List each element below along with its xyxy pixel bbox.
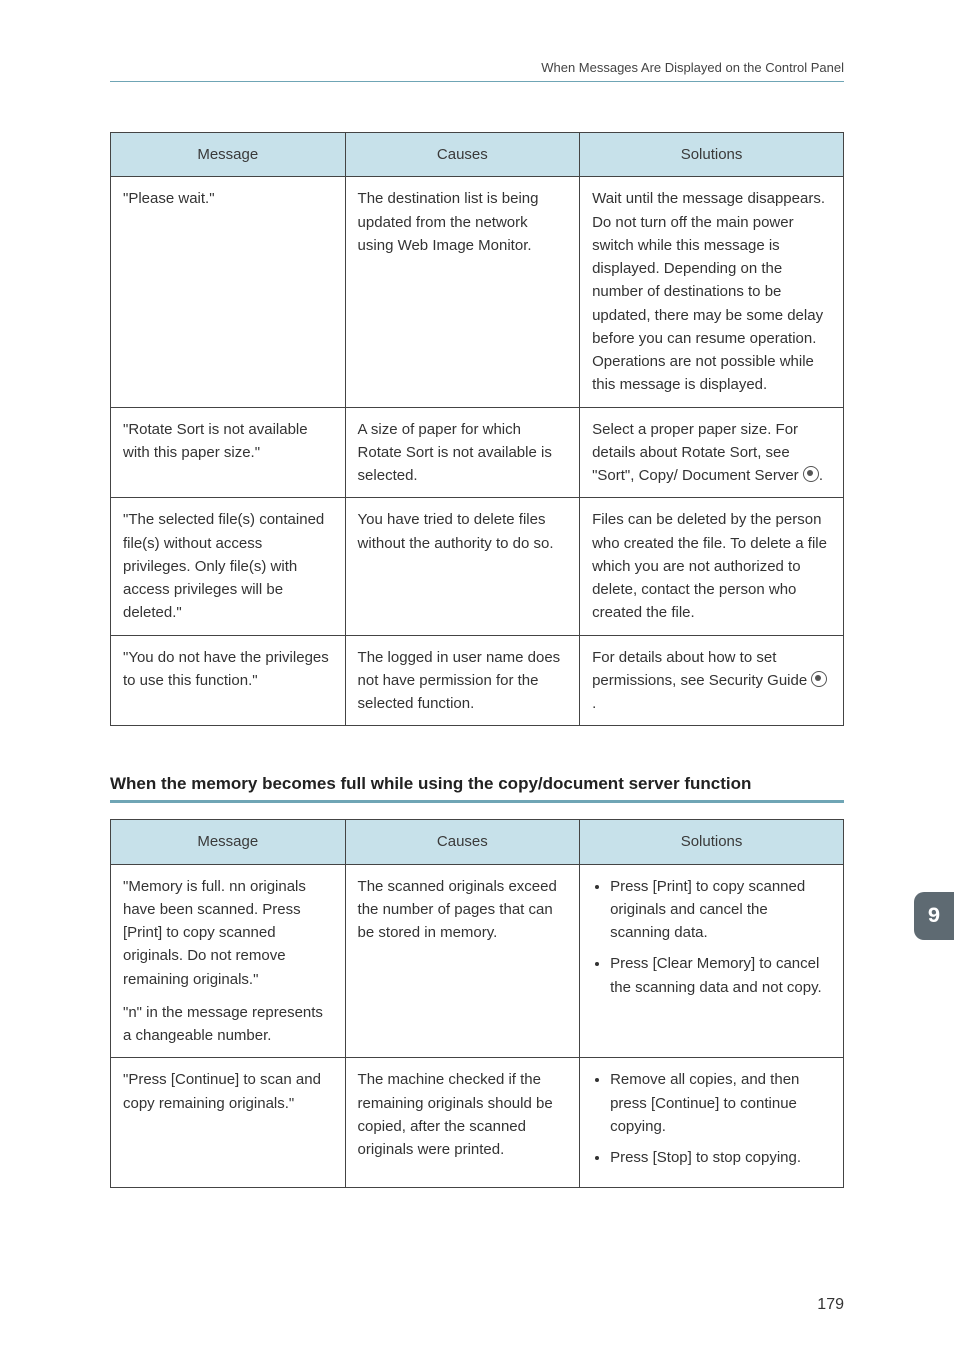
t1-r3-solutions: For details about how to set permissions… xyxy=(580,635,844,726)
list-item: Press [Clear Memory] to cancel the scann… xyxy=(610,952,831,999)
t1-r0-causes: The destination list is being updated fr… xyxy=(345,177,580,407)
t1-r3-message: "You do not have the privileges to use t… xyxy=(111,635,346,726)
table-row: "Press [Continue] to scan and copy remai… xyxy=(111,1058,844,1188)
t2-r0-message-line2: "n" in the message represents a changeab… xyxy=(123,1001,333,1048)
messages-table-2: Message Causes Solutions "Memory is full… xyxy=(110,819,844,1188)
table-row: "Please wait." The destination list is b… xyxy=(111,177,844,407)
table-row: "Rotate Sort is not available with this … xyxy=(111,407,844,498)
t2-r0-solutions: Press [Print] to copy scanned originals … xyxy=(580,864,844,1058)
list-item: Press [Print] to copy scanned originals … xyxy=(610,875,831,945)
messages-table-1: Message Causes Solutions "Please wait." … xyxy=(110,132,844,726)
table-row: "Memory is full. nn originals have been … xyxy=(111,864,844,1058)
t1-r3-causes: The logged in user name does not have pe… xyxy=(345,635,580,726)
t2-r0-message: "Memory is full. nn originals have been … xyxy=(111,864,346,1058)
t2-r0-causes: The scanned originals exceed the number … xyxy=(345,864,580,1058)
t1-r0-solutions: Wait until the message disappears. Do no… xyxy=(580,177,844,407)
t1-r1-solutions-pre: Select a proper paper size. For details … xyxy=(592,421,799,485)
table-row: "You do not have the privileges to use t… xyxy=(111,635,844,726)
t2-head-solutions: Solutions xyxy=(580,820,844,864)
t1-head-causes: Causes xyxy=(345,133,580,177)
disc-icon xyxy=(803,466,819,482)
page-number: 179 xyxy=(817,1296,844,1314)
t2-r1-causes: The machine checked if the remaining ori… xyxy=(345,1058,580,1188)
t2-r1-solutions: Remove all copies, and then press [Conti… xyxy=(580,1058,844,1188)
t1-r1-solutions-post: . xyxy=(819,467,823,484)
t2-r0-message-line1: "Memory is full. nn originals have been … xyxy=(123,875,333,991)
t1-r2-causes: You have tried to delete files without t… xyxy=(345,498,580,635)
t2-head-causes: Causes xyxy=(345,820,580,864)
list-item: Remove all copies, and then press [Conti… xyxy=(610,1068,831,1138)
t1-head-solutions: Solutions xyxy=(580,133,844,177)
t2-head-message: Message xyxy=(111,820,346,864)
chapter-tab: 9 xyxy=(914,892,954,940)
t1-r1-causes: A size of paper for which Rotate Sort is… xyxy=(345,407,580,498)
t1-r1-solutions: Select a proper paper size. For details … xyxy=(580,407,844,498)
section-title: When the memory becomes full while using… xyxy=(110,774,844,803)
t2-r1-message: "Press [Continue] to scan and copy remai… xyxy=(111,1058,346,1188)
running-head: When Messages Are Displayed on the Contr… xyxy=(110,60,844,82)
t1-r0-message: "Please wait." xyxy=(111,177,346,407)
disc-icon xyxy=(811,671,827,687)
table-row: "The selected file(s) contained file(s) … xyxy=(111,498,844,635)
list-item: Press [Stop] to stop copying. xyxy=(610,1146,831,1169)
t1-r3-solutions-post: . xyxy=(592,695,596,712)
t1-r2-message: "The selected file(s) contained file(s) … xyxy=(111,498,346,635)
t1-r1-message: "Rotate Sort is not available with this … xyxy=(111,407,346,498)
t1-r3-solutions-pre: For details about how to set permissions… xyxy=(592,649,807,689)
t1-head-message: Message xyxy=(111,133,346,177)
t1-r2-solutions: Files can be deleted by the person who c… xyxy=(580,498,844,635)
